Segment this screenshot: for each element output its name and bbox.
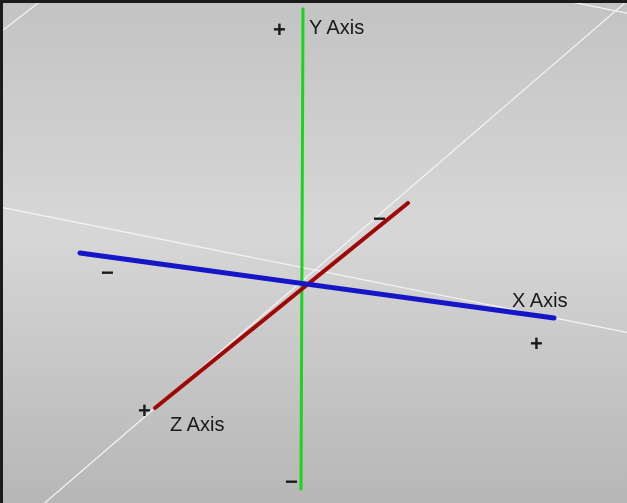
y-axis-label: Y Axis [309, 17, 364, 40]
y-axis-pos-sign: + [273, 17, 286, 43]
y-axis-neg-sign: − [285, 469, 298, 495]
x-axis-label: X Axis [512, 290, 568, 313]
scene-svg [3, 3, 627, 503]
x-axis-pos-sign: + [530, 331, 543, 357]
z-axis-neg-sign: − [373, 206, 386, 232]
z-axis-pos-sign: + [138, 398, 151, 424]
x-axis-neg-sign: − [101, 260, 114, 286]
y-axis-line [301, 9, 303, 489]
z-axis-label: Z Axis [170, 414, 224, 437]
viewport-frame: + Y Axis − X Axis + − Z Axis + − [0, 0, 627, 503]
